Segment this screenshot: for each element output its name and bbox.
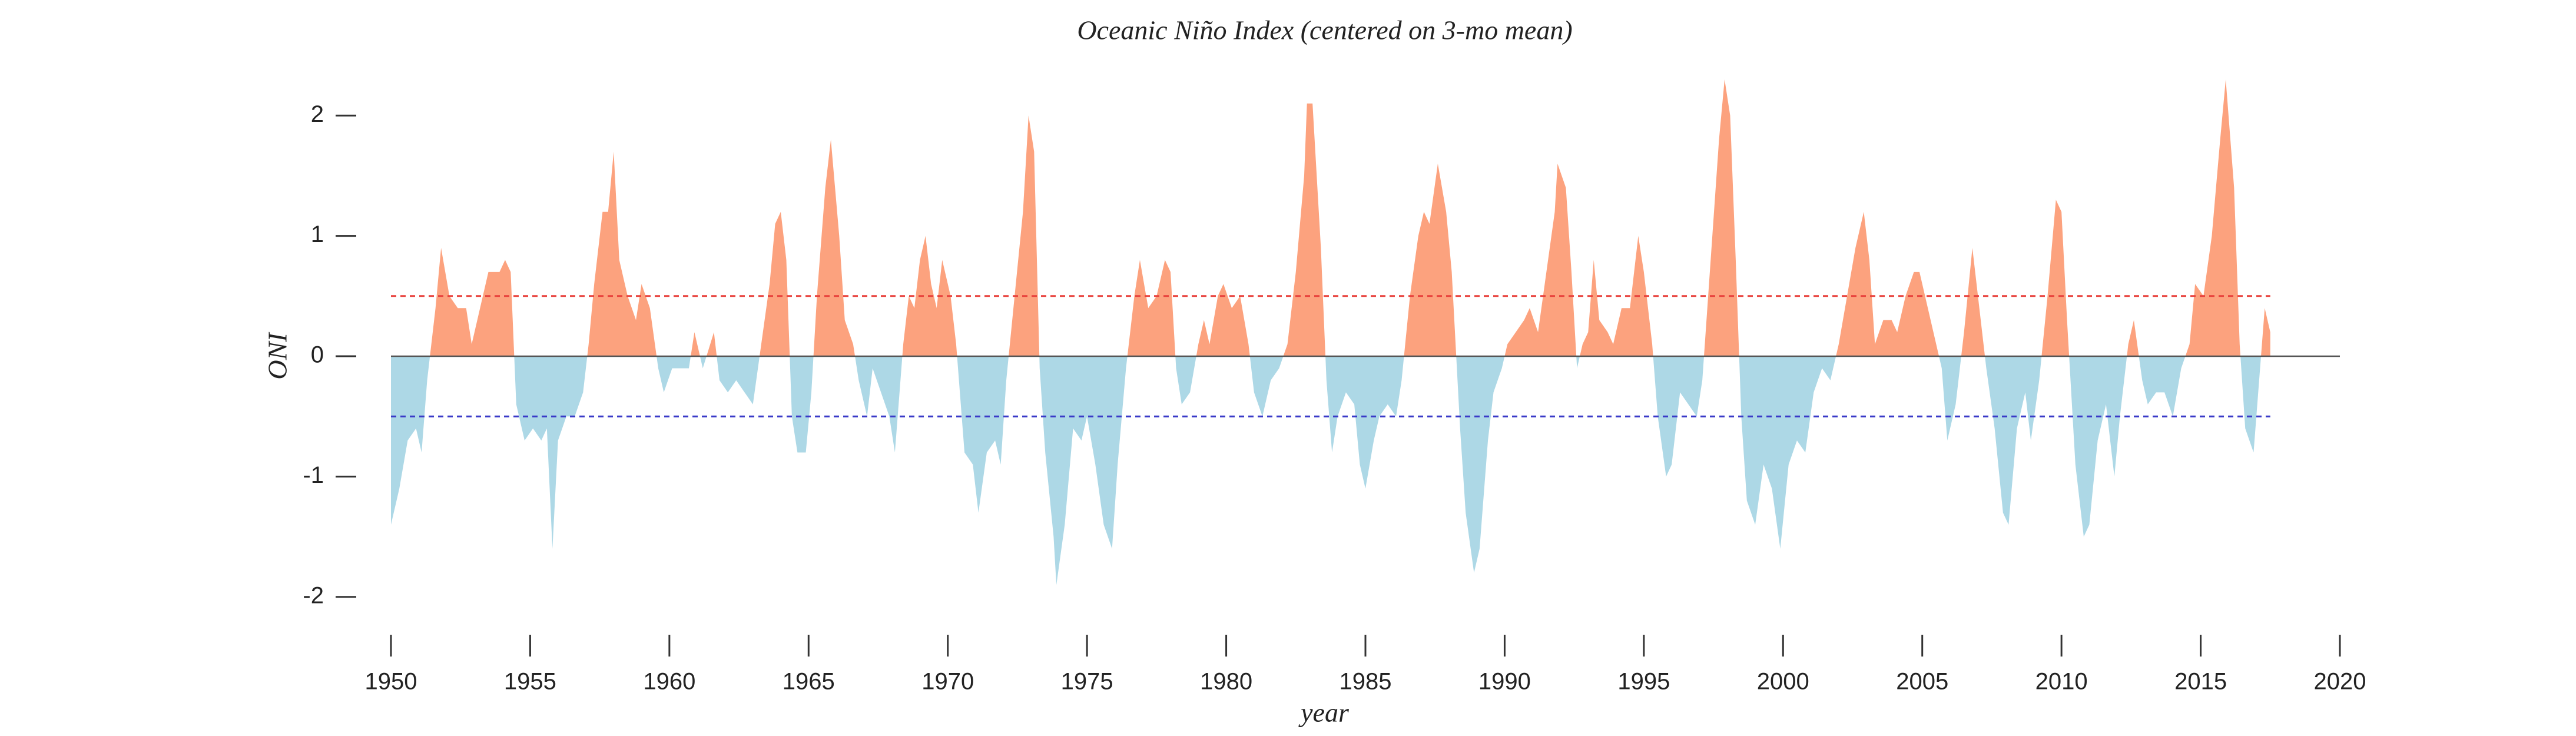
x-tick-label: 1950 bbox=[365, 669, 417, 695]
negative-area bbox=[391, 356, 2270, 585]
x-tick-label: 2015 bbox=[2174, 669, 2227, 695]
x-tick-label: 1975 bbox=[1061, 669, 1113, 695]
chart-title: Oceanic Niño Index (centered on 3-mo mea… bbox=[1077, 15, 1572, 45]
y-tick-label: 1 bbox=[311, 221, 324, 247]
x-tick-label: 1985 bbox=[1340, 669, 1392, 695]
y-tick-label: -2 bbox=[303, 582, 324, 608]
x-tick-label: 1955 bbox=[504, 669, 556, 695]
x-axis-label: year bbox=[1298, 698, 1350, 728]
x-tick-label: 1980 bbox=[1200, 669, 1252, 695]
x-tick-label: 2005 bbox=[1896, 669, 1948, 695]
x-tick-label: 1990 bbox=[1478, 669, 1531, 695]
x-tick-label: 1965 bbox=[783, 669, 835, 695]
x-tick-label: 2010 bbox=[2035, 669, 2088, 695]
x-tick-label: 1995 bbox=[1617, 669, 1670, 695]
y-tick-label: 0 bbox=[311, 342, 324, 368]
y-tick-label: -1 bbox=[303, 462, 324, 488]
x-tick-label: 1970 bbox=[921, 669, 974, 695]
y-tick-label: 2 bbox=[311, 101, 324, 127]
positive-area bbox=[391, 79, 2270, 356]
x-tick-label: 2000 bbox=[1757, 669, 1809, 695]
x-tick-label: 1960 bbox=[643, 669, 695, 695]
y-axis-label: ONI bbox=[263, 331, 293, 380]
x-tick-label: 2020 bbox=[2314, 669, 2366, 695]
